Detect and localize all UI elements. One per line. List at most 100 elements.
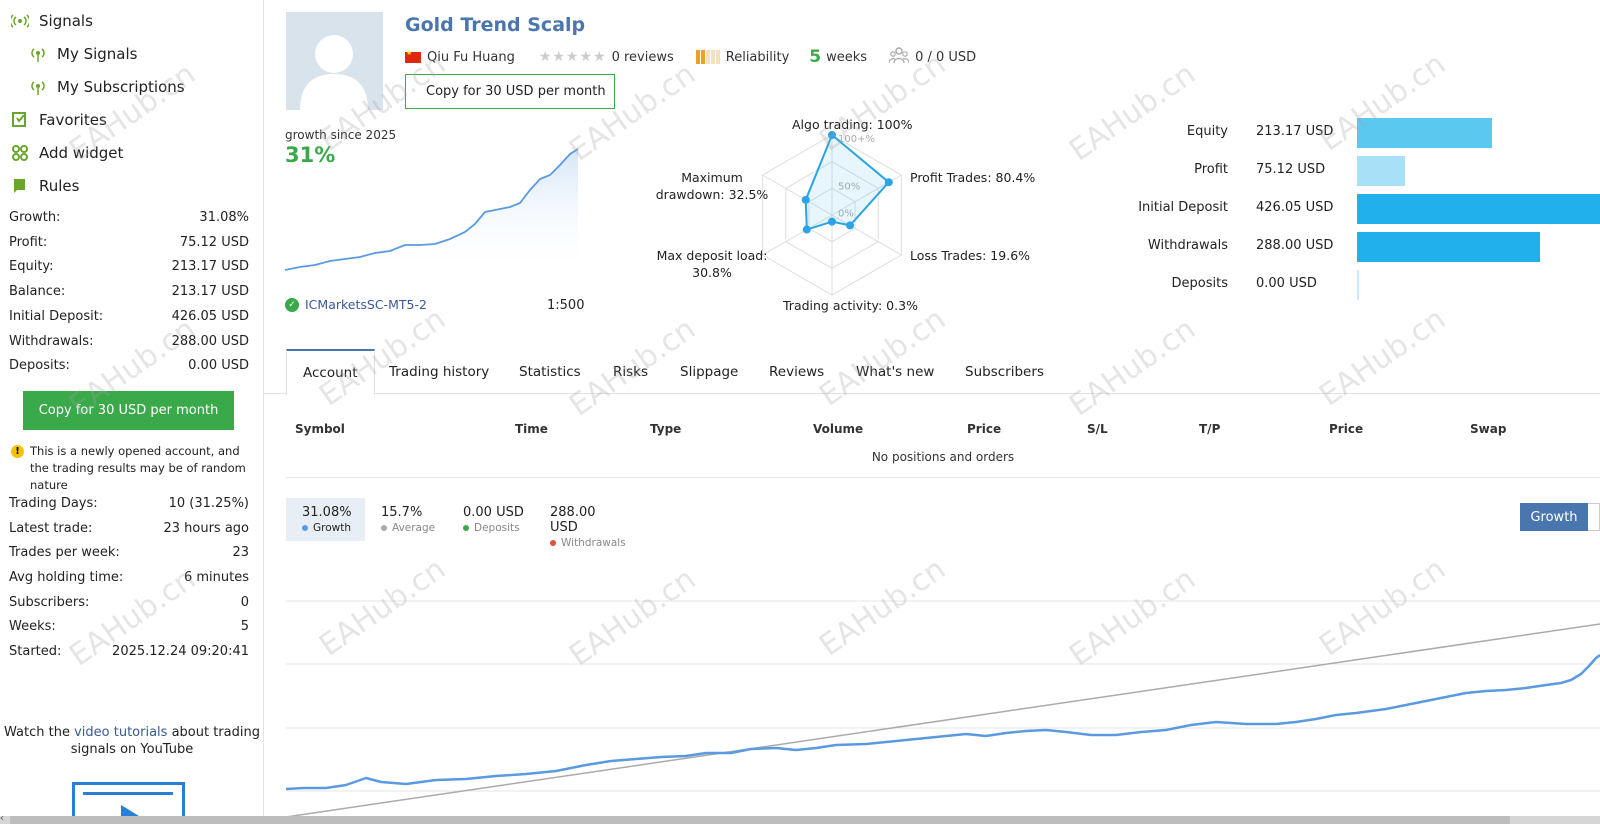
radar-ring-label: 100+% [838, 134, 875, 145]
radar-point [846, 221, 855, 230]
radar-point [801, 195, 810, 204]
radar-label-algo: Algo trading: 100% [792, 117, 913, 132]
stat-subscribers: Subscribers: 0 [9, 595, 249, 610]
signal-icon [10, 12, 30, 30]
radar-label-max-deposit-load: Max deposit load: 30.8% [656, 248, 768, 280]
reliability-label: Reliability [725, 49, 790, 65]
sidebar: Signals My Signals My Subscriptions Favo… [0, 0, 264, 824]
column-header[interactable]: Volume [813, 422, 864, 436]
weeks-number: 5 [809, 47, 822, 67]
balance-bar-fill [1357, 232, 1540, 262]
leverage: 1:500 [547, 298, 585, 313]
growth-since-label: growth since 2025 [285, 128, 397, 142]
new-account-warning: ! This is a newly opened account, and th… [11, 443, 251, 494]
growth-chart [286, 600, 1600, 818]
author-name[interactable]: Qiu Fu Huang [427, 49, 515, 65]
scrollbar-thumb[interactable] [10, 816, 1510, 824]
sidebar-item-label: My Subscriptions [57, 78, 185, 96]
balance-bar-value: 288.00 USD [1256, 238, 1334, 253]
tab-trading-history[interactable]: Trading history [389, 363, 490, 380]
balance-bar-row: Profit 75.12 USD [1110, 156, 1600, 186]
stat-trading-days: Trading Days: 10 (31.25%) [9, 496, 249, 511]
balance-bar-row: Initial Deposit 426.05 USD [1110, 194, 1600, 224]
balance-bar-fill [1357, 156, 1405, 186]
sidebar-item-rules[interactable]: Rules [10, 175, 79, 197]
positions-empty-message: No positions and orders [286, 450, 1600, 478]
copy-signal-header-button[interactable]: Copy for 30 USD per month [405, 74, 615, 109]
legend-average[interactable]: 15.7% Average [381, 505, 436, 534]
sidebar-item-my-signals[interactable]: My Signals [28, 43, 137, 65]
sidebar-item-signals[interactable]: Signals [10, 10, 93, 32]
balance-bar-label: Initial Deposit [1138, 200, 1228, 215]
scroll-left-arrow-icon[interactable]: ‹ [0, 813, 4, 824]
widget-icon [10, 144, 30, 162]
signal-title[interactable]: Gold Trend Scalp [405, 14, 586, 36]
broker-server[interactable]: ✓ ICMarketsSC-MT5-2 [285, 297, 427, 312]
next-chart-button[interactable] [1588, 503, 1600, 531]
sidebar-item-favorites[interactable]: Favorites [10, 109, 107, 131]
legend-deposits[interactable]: 0.00 USD Deposits [463, 505, 524, 534]
column-header[interactable]: S/L [1087, 422, 1108, 436]
stat-withdrawals: Withdrawals: 288.00 USD [9, 334, 249, 349]
tab-reviews[interactable]: Reviews [769, 363, 825, 380]
tab-bar: Account Trading history Statistics Risks… [286, 349, 1600, 395]
column-header[interactable]: Symbol [295, 422, 345, 436]
video-tutorials-link[interactable]: video tutorials [74, 725, 168, 740]
balance-bar-row: Deposits 0.00 USD [1110, 270, 1600, 300]
radar-point [802, 225, 811, 234]
tab-risks[interactable]: Risks [613, 363, 649, 380]
tab-slippage[interactable]: Slippage [680, 363, 739, 380]
column-header[interactable]: Swap [1470, 422, 1507, 436]
signal-icon [28, 45, 48, 63]
tab-account[interactable]: Account [286, 349, 375, 395]
watermark-text: EAHub.cn [1063, 56, 1203, 169]
balance-bar-label: Withdrawals [1147, 238, 1228, 253]
growth-percent: 31% [285, 143, 336, 167]
china-flag-icon [405, 49, 421, 63]
subscribers-funds: 0 / 0 USD [915, 49, 977, 65]
horizontal-scrollbar[interactable]: ‹ [0, 813, 1600, 824]
radar-polygon [804, 133, 891, 231]
balance-bar-label: Deposits [1171, 276, 1228, 291]
legend-withdrawals[interactable]: 288.00 USD Withdrawals [550, 505, 626, 549]
stat-growth: Growth: 31.08% [9, 210, 249, 225]
legend-growth[interactable]: 31.08% Growth [286, 498, 365, 541]
sidebar-item-label: Add widget [39, 144, 124, 162]
column-header[interactable]: Time [515, 422, 548, 436]
balance-bar-fill [1357, 118, 1493, 148]
radar-ring-label: 0% [838, 208, 854, 219]
tab-subscribers[interactable]: Subscribers [965, 363, 1044, 380]
column-header[interactable]: Price [967, 422, 1002, 436]
copy-signal-button[interactable]: Copy for 30 USD per month [23, 391, 234, 430]
balance-bar-value: 0.00 USD [1256, 276, 1317, 291]
sidebar-item-add-widget[interactable]: Add widget [10, 142, 123, 164]
balance-bar-fill [1357, 194, 1600, 224]
signal-icon [28, 78, 48, 96]
average-trend-line [286, 623, 1600, 818]
tab-statistics[interactable]: Statistics [519, 363, 581, 380]
radar-axis [831, 214, 902, 256]
radar-point [828, 217, 836, 226]
tab-whats-new[interactable]: What's new [856, 363, 935, 380]
subscribers-icon [888, 46, 910, 68]
legend-dot-icon [302, 525, 308, 531]
stat-avg-holding-time: Avg holding time: 6 minutes [9, 570, 249, 585]
mini-growth-chart [285, 148, 579, 275]
positions-table-header: Symbol Time Type Volume Price S/L T/P Pr… [286, 420, 1600, 440]
stat-balance: Balance: 213.17 USD [9, 284, 249, 299]
legend-dot-icon [550, 540, 556, 546]
reviews-count[interactable]: 0 reviews [611, 49, 674, 65]
column-header[interactable]: Price [1329, 422, 1364, 436]
column-header[interactable]: Type [650, 422, 682, 436]
legend-dot-icon [381, 525, 387, 531]
balance-bar-fill [1357, 270, 1359, 300]
sidebar-item-my-subscriptions[interactable]: My Subscriptions [28, 76, 185, 98]
sidebar-item-label: Signals [39, 12, 93, 30]
balance-bar-value: 213.17 USD [1256, 124, 1334, 139]
sidebar-item-label: Favorites [39, 111, 107, 129]
radar-label-trading-activity: Trading activity: 0.3% [783, 298, 918, 313]
stat-initial-deposit: Initial Deposit: 426.05 USD [9, 309, 249, 324]
column-header[interactable]: T/P [1199, 422, 1221, 436]
growth-chart-button[interactable]: Growth [1520, 503, 1588, 531]
stat-latest-trade: Latest trade: 23 hours ago [9, 521, 249, 536]
